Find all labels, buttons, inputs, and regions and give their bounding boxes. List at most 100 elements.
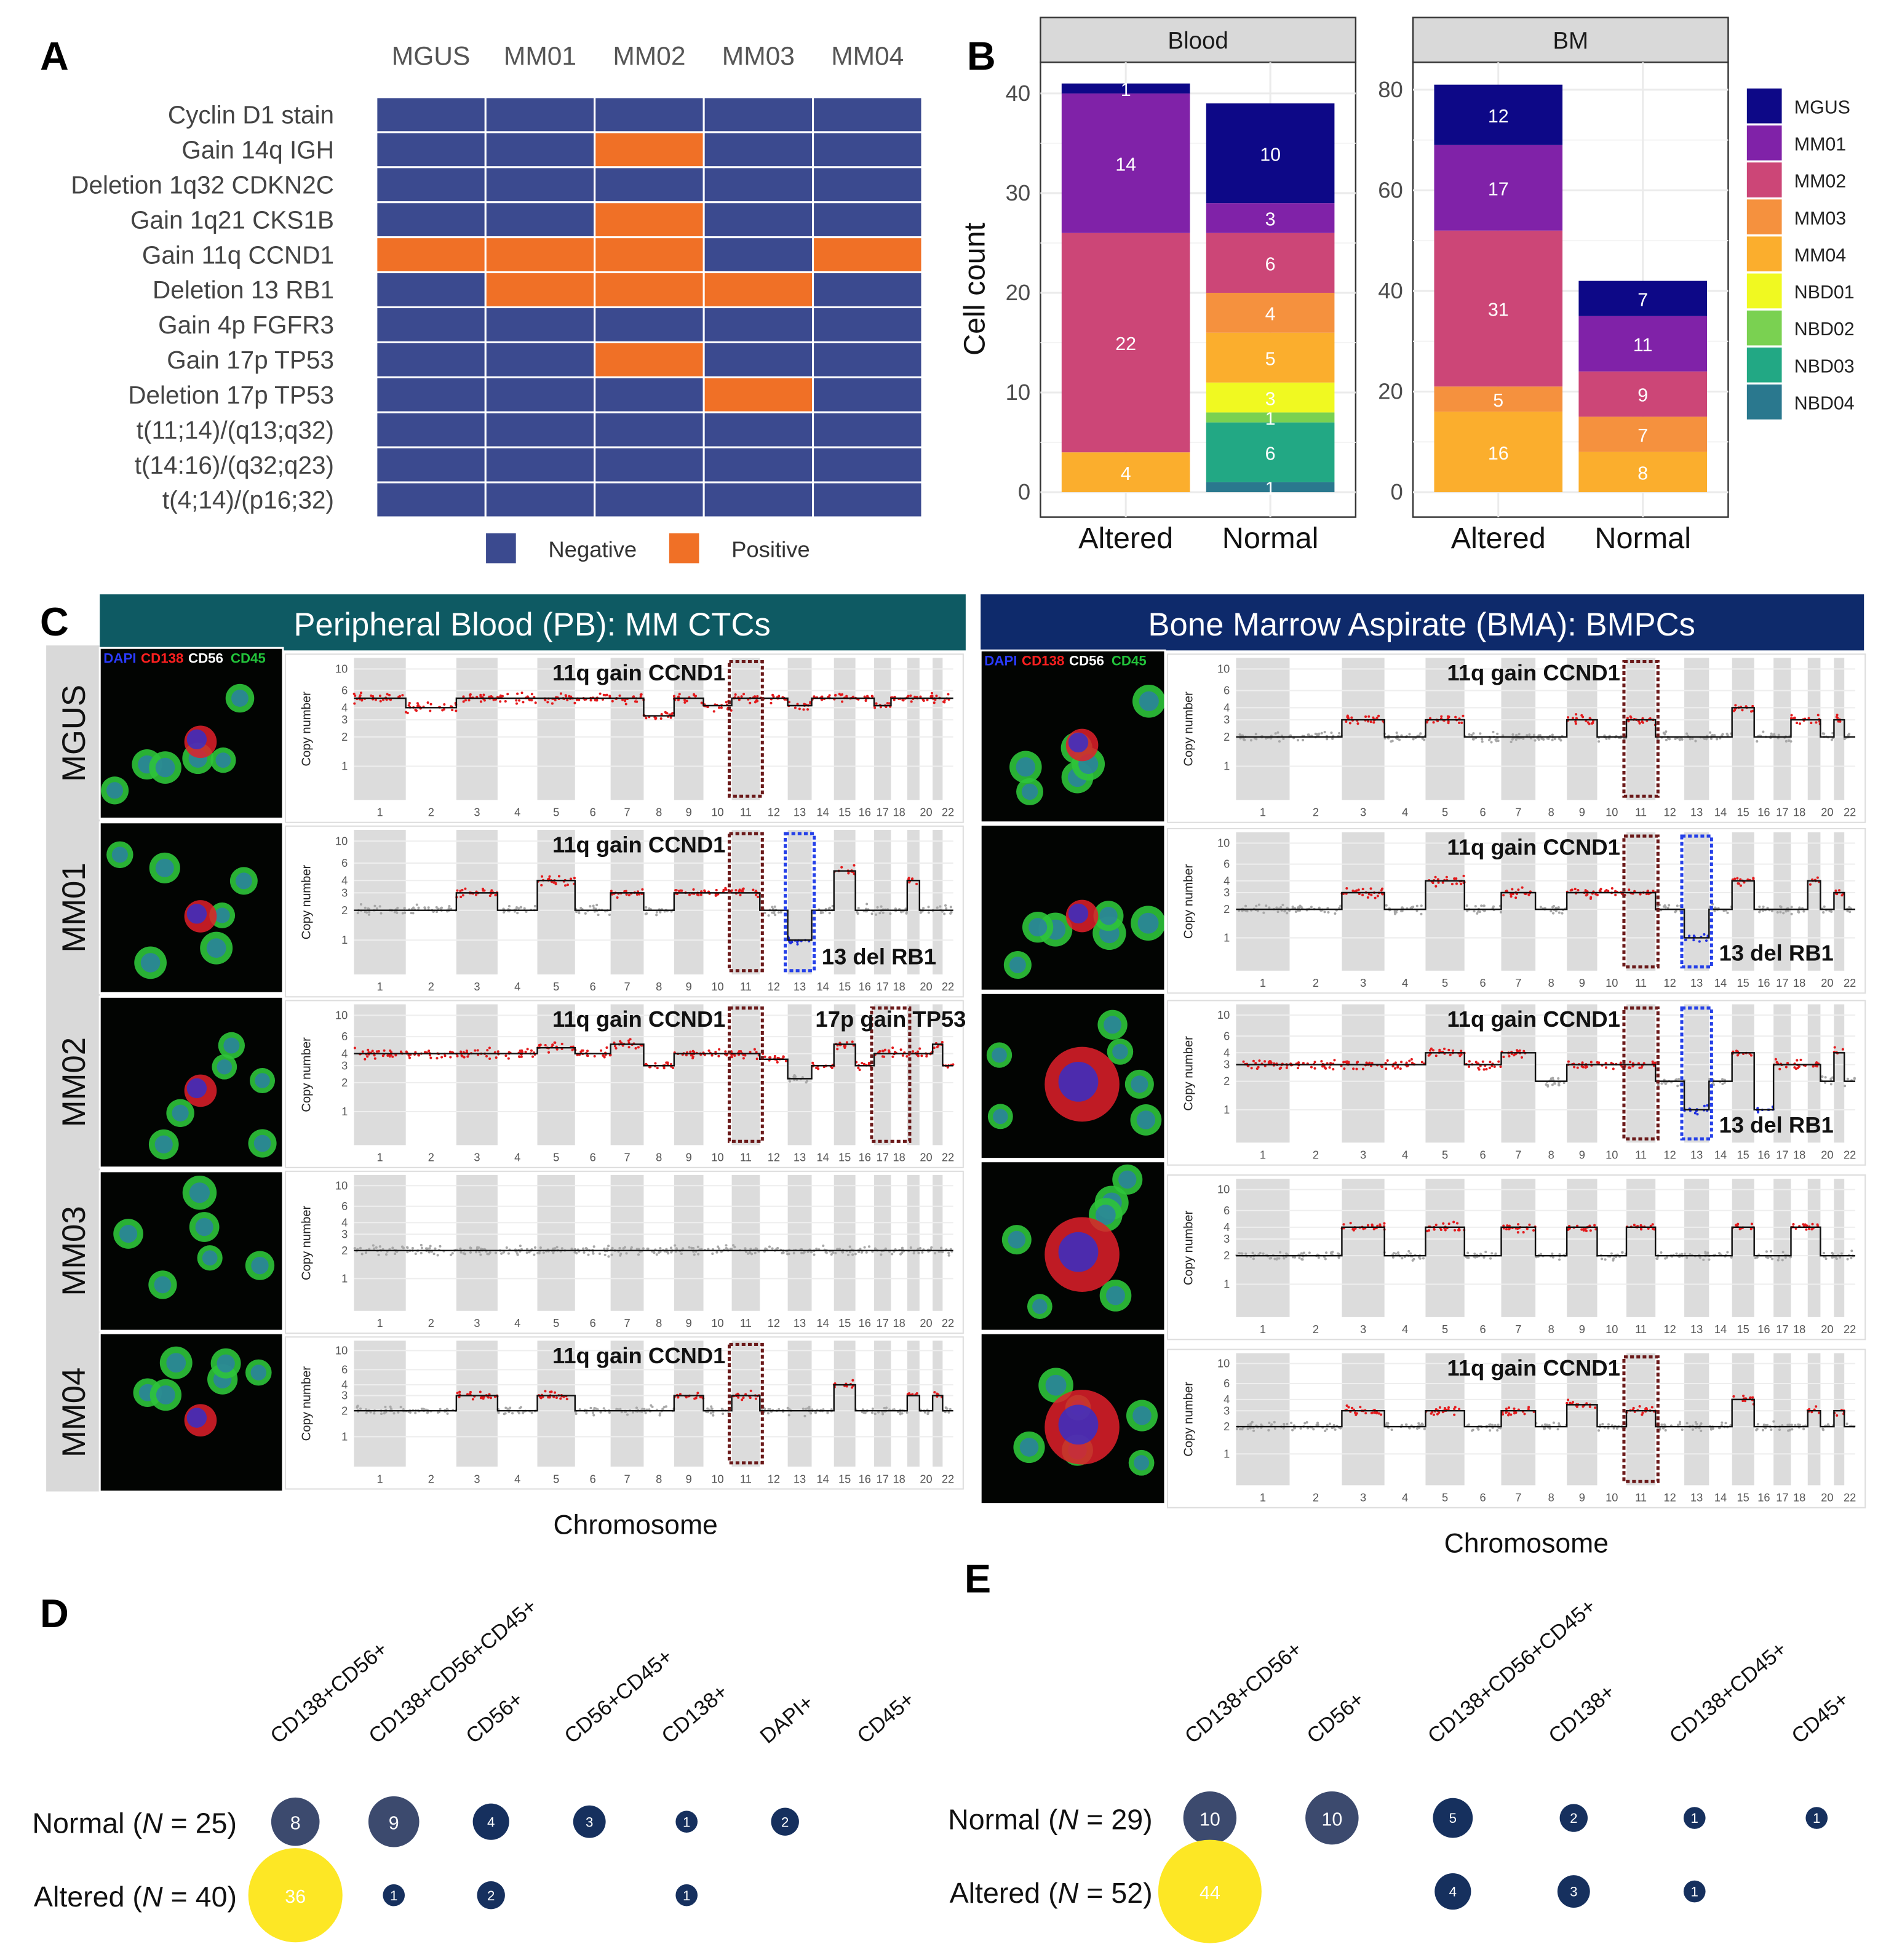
cn-point: [1487, 738, 1491, 742]
cn-point: [624, 699, 627, 702]
x-tick-label: 5: [553, 1317, 559, 1329]
cn-point: [426, 1247, 429, 1250]
heatmap-row-label: Gain 11q CCND1: [142, 241, 334, 269]
cn-point: [595, 699, 599, 702]
cn-point: [730, 1056, 734, 1059]
cn-point: [1482, 1256, 1486, 1259]
cn-point: [559, 692, 562, 695]
cn-point: [725, 701, 728, 704]
heatmap-cell: [594, 271, 705, 308]
x-tick-label: 17: [1776, 1492, 1788, 1504]
y-tick-label: 2: [1224, 731, 1230, 743]
cn-point: [1465, 904, 1468, 907]
cn-point: [1273, 1427, 1276, 1430]
y-tick-label: 6: [1224, 858, 1230, 870]
chromosome-band: [907, 1174, 920, 1311]
row-label-name: Normal (: [32, 1807, 142, 1839]
cn-point: [1638, 1066, 1641, 1069]
cn-point: [1497, 739, 1500, 743]
cn-point: [1711, 902, 1714, 906]
x-tick-label: 6: [1480, 1492, 1486, 1504]
cn-point: [1380, 889, 1383, 892]
chromosome-band: [1567, 1353, 1598, 1486]
x-tick-label: 16: [859, 807, 871, 819]
chromosome-band: [1773, 658, 1791, 800]
cn-point: [808, 1406, 811, 1409]
cn-point: [1490, 1252, 1494, 1255]
x-tick-label: 9: [1579, 807, 1585, 819]
nucleus: [1131, 1075, 1148, 1093]
cn-point: [1591, 722, 1594, 725]
cn-point: [1796, 1059, 1799, 1062]
cn-point: [1662, 731, 1665, 735]
cn-point: [840, 866, 843, 869]
x-tick-label: 6: [590, 1473, 596, 1485]
cn-point: [1532, 733, 1536, 736]
cn-point: [1633, 1224, 1636, 1227]
x-tick-label: 16: [859, 981, 871, 993]
heatmap-cell: [375, 166, 487, 204]
y-tick-label: 6: [1224, 1377, 1230, 1390]
cn-point: [1567, 1060, 1570, 1063]
x-tick-label: 18: [1793, 1323, 1805, 1336]
cn-point: [597, 914, 600, 917]
legend-label: NBD04: [1794, 393, 1855, 414]
nucleus: [1106, 1286, 1125, 1305]
cn-point: [1597, 1061, 1600, 1064]
chromosome-band: [1342, 832, 1385, 971]
cn-point: [1445, 875, 1448, 878]
cn-point: [439, 1245, 442, 1248]
x-tick-label: 2: [428, 1473, 434, 1485]
heatmap-cell: [594, 341, 705, 378]
cn-point: [885, 1406, 888, 1409]
heatmap-cell: [484, 376, 596, 413]
cn-point: [1438, 1406, 1441, 1409]
cn-point: [1532, 1229, 1535, 1232]
cn-point: [933, 1046, 936, 1050]
cn-point: [459, 890, 462, 893]
bar-segment-label: 10: [1260, 144, 1281, 165]
cn-point: [1770, 909, 1773, 912]
cn-point: [1612, 1067, 1615, 1070]
cn-point: [627, 1046, 631, 1049]
cn-point: [611, 893, 614, 896]
x-tick-label: 3: [1360, 1492, 1366, 1504]
cn-point: [380, 1412, 383, 1416]
heatmap-cell: [702, 166, 814, 204]
cn-point: [538, 1043, 541, 1046]
cn-point: [475, 1246, 479, 1249]
cn-point: [653, 1251, 656, 1254]
cn-point: [1243, 738, 1246, 741]
cn-point: [377, 1253, 380, 1256]
y-tick-label: 60: [1378, 178, 1403, 203]
cn-point: [621, 698, 624, 701]
x-tick-label: 9: [1579, 1492, 1585, 1504]
x-tick-label: 10: [1606, 1149, 1618, 1161]
bar-segment-label: 17: [1488, 178, 1509, 199]
cn-point: [1829, 1083, 1832, 1086]
cn-point: [573, 877, 576, 880]
cn-point: [1836, 714, 1839, 717]
y-tick-label: 1: [1224, 1278, 1230, 1291]
chromosome-band: [674, 658, 704, 800]
x-tick-label: 5: [553, 807, 559, 819]
cn-point: [1256, 909, 1259, 912]
cn-point: [486, 1049, 489, 1052]
cn-point: [1513, 1054, 1516, 1057]
cn-point: [1607, 1423, 1610, 1426]
cn-point: [777, 911, 780, 914]
cn-point: [469, 1390, 472, 1393]
cn-point: [1764, 1424, 1767, 1427]
nucleus: [1095, 1205, 1116, 1225]
cn-point: [383, 1049, 386, 1052]
cn-point: [1396, 738, 1399, 741]
bubble-value: 2: [781, 1814, 789, 1830]
cn-point: [1604, 1258, 1607, 1261]
cn-point: [549, 1390, 552, 1393]
cn-point: [1331, 737, 1334, 740]
cn-point: [1771, 1257, 1774, 1261]
heatmap-cell: [594, 131, 705, 169]
cn-point: [1546, 1085, 1550, 1088]
sample-label: MGUS: [56, 685, 92, 782]
